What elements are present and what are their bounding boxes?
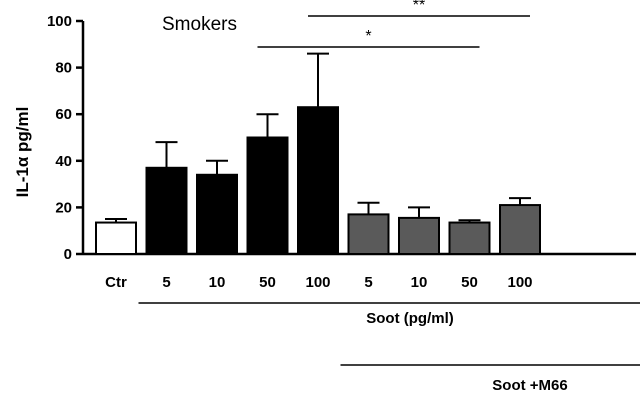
y-tick-label: 40 <box>55 153 72 170</box>
y-tick-label: 60 <box>55 106 72 123</box>
x-tick-label: 5 <box>162 274 170 291</box>
bar <box>297 106 339 255</box>
bar <box>448 221 491 255</box>
bar <box>398 216 440 255</box>
bar <box>246 136 289 255</box>
x-tick-label: 10 <box>411 274 428 291</box>
y-tick-label: 100 <box>47 13 72 30</box>
chart-title: Smokers <box>162 14 237 35</box>
x-tick-label: 10 <box>209 274 226 291</box>
group-label: Soot +M66 <box>492 377 567 394</box>
bar <box>499 204 541 256</box>
annotations: Soot (pg/ml)Soot +M66*** <box>138 0 640 394</box>
x-tick-label: 100 <box>305 274 330 291</box>
x-tick-label: 50 <box>461 274 478 291</box>
bars <box>95 52 541 256</box>
bar <box>196 173 238 255</box>
y-tick-label: 0 <box>64 246 72 263</box>
bar <box>145 166 188 255</box>
x-tick-label: 50 <box>259 274 276 291</box>
y-axis-label: IL-1α pg/ml <box>13 107 32 198</box>
y-tick-label: 80 <box>55 60 72 77</box>
y-tick-label: 20 <box>55 199 72 216</box>
x-tick-label: 5 <box>364 274 372 291</box>
x-tick-label: Ctr <box>105 274 127 291</box>
significance-label: ** <box>413 0 425 14</box>
bar <box>347 213 390 255</box>
bar <box>95 221 137 255</box>
group-label: Soot (pg/ml) <box>366 310 453 327</box>
x-tick-label: 100 <box>507 274 532 291</box>
significance-label: * <box>365 28 371 45</box>
